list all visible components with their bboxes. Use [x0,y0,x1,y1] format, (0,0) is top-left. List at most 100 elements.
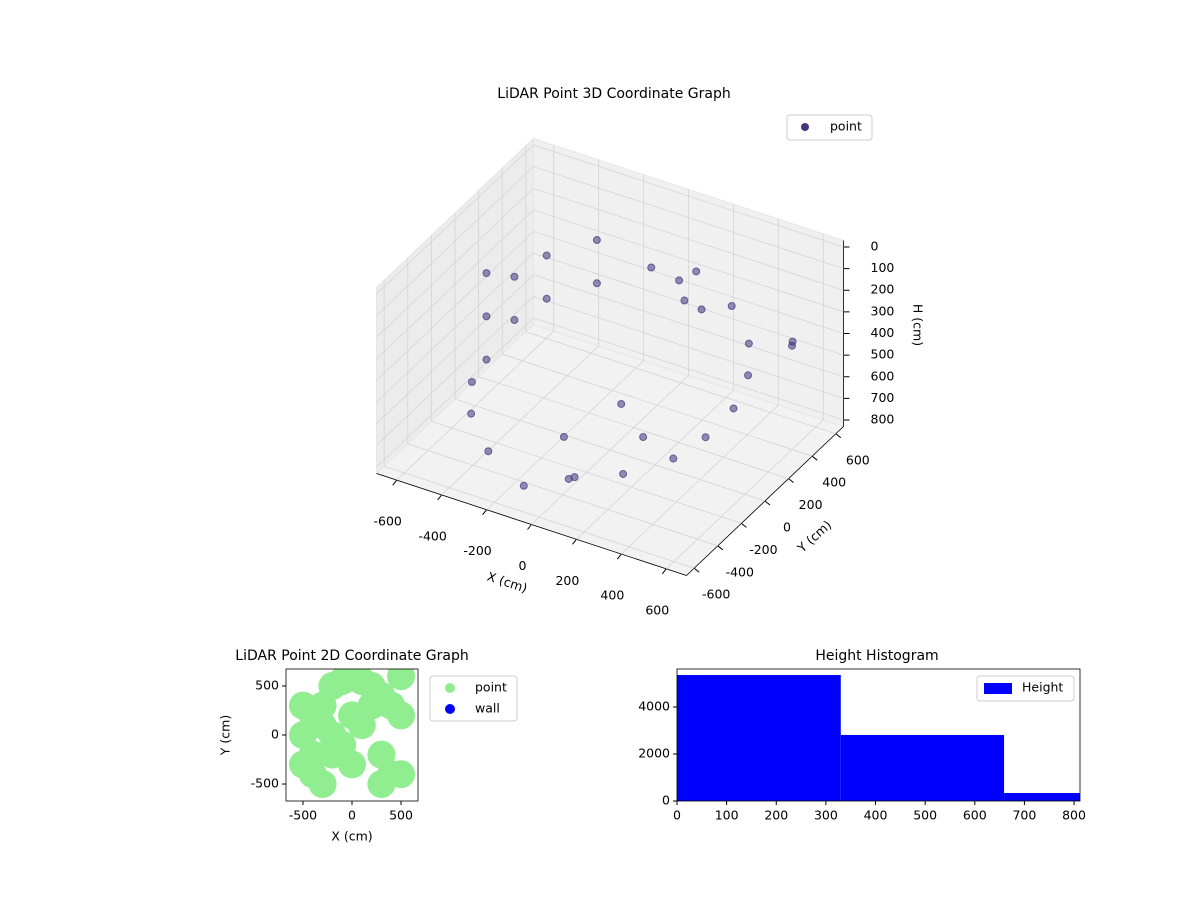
point [559,432,568,441]
point [482,355,491,364]
z-tick-label: 600 [871,368,895,383]
grid-line [376,187,534,338]
grid-line [533,166,844,269]
y-tick-label: 0 [783,520,791,535]
point [788,337,797,346]
tick-mark [788,478,794,483]
point [617,399,626,408]
x-tick-label: 700 [1012,808,1036,823]
x-tick-label: 600 [645,602,669,617]
plot-3d: -600-400-2000200400600-600-400-200020040… [374,114,895,617]
points [288,669,416,799]
grid-line [376,296,534,446]
z-tick-label: 500 [871,347,895,362]
tick-mark [572,538,577,545]
tick-mark [717,545,724,551]
point [669,454,678,463]
x-tick-label: 300 [814,808,838,823]
point [347,711,376,740]
tick-mark [693,567,700,573]
point [482,269,491,278]
x-tick-label: 500 [913,808,937,823]
tick-mark [616,553,622,560]
x-tick-label: 600 [963,808,987,823]
point [692,267,701,276]
point [467,377,476,386]
legend-marker [801,123,809,131]
z-axis-label: H (cm) [911,304,926,346]
grid-line [384,465,695,569]
tick-mark [835,433,842,439]
y-tick-label: 500 [255,677,279,692]
x-axis-label: X (cm) [331,829,372,844]
grid-line [525,331,836,435]
plot-histogram: 0 100 200 300 400 500 600 700 800 0 2000 4000 Height [638,668,1086,823]
point [467,409,476,418]
point [675,276,684,285]
point [727,302,736,311]
grid-line [533,274,844,378]
point [592,236,601,245]
grid-line [533,231,844,334]
x-tick-label: 500 [389,808,413,823]
x-tick-label: 0 [348,808,356,823]
y-tick-label: 0 [271,727,279,742]
x-tick-label: 200 [764,808,788,823]
z-tick-label: 300 [871,303,895,318]
legend-label: point [830,119,862,134]
point [308,770,337,799]
chart-title: Height Histogram [815,648,938,664]
y-tick-label: -500 [251,776,279,791]
tick-mark [741,523,747,528]
tick-mark [527,524,532,530]
z-tick-label: 200 [871,282,895,297]
legend-marker [445,683,455,693]
grid-line [431,421,742,524]
point [377,760,406,789]
point [542,294,551,303]
point [542,251,551,260]
grid-line [502,353,813,457]
y-tick-label: 200 [799,497,823,512]
legend-label: wall [475,701,500,716]
point [484,447,493,456]
point [387,669,416,691]
point [729,404,738,413]
legend-box [786,114,873,141]
point [701,433,710,442]
point [592,279,601,288]
legend-marker [445,704,455,714]
grid-line [533,187,844,291]
grid-line [407,443,718,547]
point [482,312,491,321]
grid-line [533,144,844,248]
axes-frame [676,668,1081,802]
legend-swatch [984,683,1012,694]
bars [677,675,1080,801]
point [510,272,519,281]
point [744,371,753,380]
z-tick-label: 0 [871,238,879,253]
z-tick-label: 100 [871,260,895,275]
x-tick-label: 400 [864,808,888,823]
grid-line [376,231,534,381]
chart-title: LiDAR Point 3D Coordinate Graph [497,86,730,102]
legend-label: Height [1022,680,1063,695]
y-axis-label: Y (cm) [218,715,233,756]
point [619,469,628,478]
grid-line [376,252,534,403]
tick-mark [437,494,443,501]
y-tick-label: -200 [749,542,777,557]
plot-2d: -500 0 500 -500 0 500 point wall [251,668,518,823]
x-tick-label: -400 [418,528,446,543]
point [288,691,317,720]
grid-line [376,274,534,425]
y-tick-label: -600 [702,587,730,602]
grid-line [454,398,766,502]
tick-mark [661,568,667,575]
grid-line [376,166,534,316]
point [298,740,327,769]
point [570,473,579,482]
point [387,701,416,730]
